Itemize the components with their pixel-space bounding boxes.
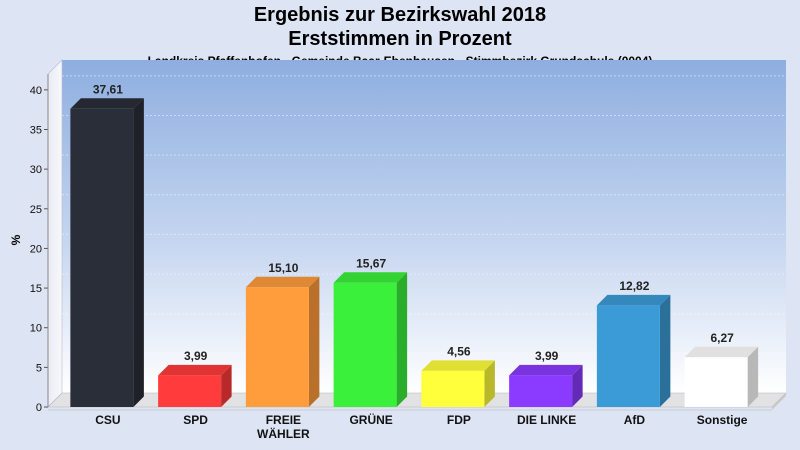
category-label: GRÜNE [349,412,392,427]
bar-front [684,357,748,407]
category-label: SPD [183,413,208,427]
value-label: 3,99 [535,349,559,363]
category-label: FDP [447,413,471,427]
bar-side [221,364,232,407]
category-label: FREIE [266,413,301,427]
plot-background [62,60,786,393]
bar-side [484,360,495,407]
y-tick-label: 25 [30,204,42,216]
bar-side [747,346,759,407]
bar-front [158,375,222,407]
plot-side-wall [47,59,63,408]
bar-spd [158,364,232,407]
bar-sonstige [684,346,759,407]
chart-title: Ergebnis zur Bezirkswahl 2018 [253,4,547,26]
bar-front [596,305,660,407]
category-label: CSU [95,413,120,427]
y-tick-label: 40 [30,85,42,97]
category-label: WÄHLER [257,426,310,441]
bar-top [684,346,759,358]
bar-front [509,375,573,407]
bar-front [245,287,309,407]
bar-top [158,364,232,376]
category-label: AfD [624,413,646,427]
bar-freie-wähler [245,276,320,407]
y-tick-label: 35 [30,125,42,137]
plot-floor-edge [772,393,786,410]
value-label: 3,99 [184,349,208,363]
y-tick-label: 15 [30,283,42,295]
bar-top [333,272,408,283]
y-tick-label: 0 [36,402,42,414]
bar-side [308,276,320,407]
bar-side [572,364,583,407]
y-tick-label: 30 [30,164,42,176]
bar-front [70,108,134,407]
value-label: 15,67 [356,256,386,270]
bar-top [70,98,144,109]
bar-top [596,294,671,306]
y-tick-label: 10 [30,323,42,335]
y-tick-label: 5 [36,362,42,374]
bar-top [245,276,320,288]
category-label: DIE LINKE [517,413,576,427]
value-label: 6,27 [710,331,734,345]
bar-top [509,364,583,376]
bar-side [133,98,144,407]
value-label: 12,82 [619,279,649,293]
bar-grüne [333,272,408,407]
bar-afd [596,294,671,407]
bar-top [421,360,495,371]
y-tick-label: 20 [30,243,42,255]
bar-fdp [421,360,495,407]
value-label: 4,56 [447,344,471,358]
bar-front [333,282,397,407]
y-axis-label: % [9,234,23,245]
bar-side [396,272,408,407]
value-label: 15,10 [268,261,298,275]
value-label: 37,61 [93,82,123,96]
chart-subtitle: Erststimmen in Prozent [288,28,512,50]
bar-die-linke [509,364,583,407]
bar-front [421,370,485,407]
bar-side [659,294,671,407]
bar-csu [70,98,144,407]
category-label: Sonstige [697,413,748,427]
